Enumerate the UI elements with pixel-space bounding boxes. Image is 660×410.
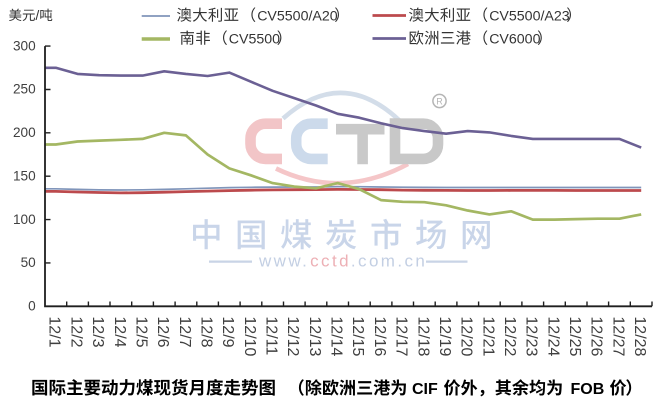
svg-text:www.: www. <box>258 252 309 271</box>
svg-text:12/23: 12/23 <box>523 316 540 356</box>
svg-text:CIF: CIF <box>412 381 438 398</box>
svg-text:12/17: 12/17 <box>393 316 410 356</box>
svg-text:0: 0 <box>28 299 36 314</box>
svg-text:12/8: 12/8 <box>198 316 215 347</box>
svg-text:12/14: 12/14 <box>328 316 345 356</box>
svg-text:12/6: 12/6 <box>154 316 171 347</box>
svg-text:12/5: 12/5 <box>133 316 150 347</box>
svg-text:.com.cn: .com.cn <box>351 252 427 271</box>
svg-text:12/13: 12/13 <box>306 316 323 356</box>
svg-text:12/24: 12/24 <box>544 316 561 356</box>
svg-text:CV5500/A20: CV5500/A20 <box>257 9 338 25</box>
svg-text:12/26: 12/26 <box>588 316 605 356</box>
svg-text:12/21: 12/21 <box>479 316 496 356</box>
svg-text:150: 150 <box>13 168 36 183</box>
svg-text:12/27: 12/27 <box>609 316 626 356</box>
svg-text:12/4: 12/4 <box>111 316 128 347</box>
svg-text:12/25: 12/25 <box>566 316 583 356</box>
svg-text:R: R <box>436 96 443 106</box>
svg-text:CV5500: CV5500 <box>229 32 280 48</box>
svg-text:/: / <box>36 8 40 23</box>
svg-text:12/19: 12/19 <box>436 316 453 356</box>
svg-text:12/15: 12/15 <box>349 316 366 356</box>
svg-text:300: 300 <box>13 38 36 53</box>
svg-text:12/9: 12/9 <box>219 316 236 347</box>
svg-text:cctd: cctd <box>310 252 351 271</box>
svg-text:12/7: 12/7 <box>176 316 193 347</box>
svg-text:12/1: 12/1 <box>46 316 63 347</box>
svg-text:12/28: 12/28 <box>631 316 648 356</box>
svg-text:12/16: 12/16 <box>371 316 388 356</box>
svg-text:12/11: 12/11 <box>263 316 280 355</box>
svg-text:200: 200 <box>13 125 36 140</box>
svg-text:12/10: 12/10 <box>241 316 258 356</box>
svg-text:50: 50 <box>21 255 37 270</box>
svg-text:250: 250 <box>13 82 36 97</box>
svg-text:12/18: 12/18 <box>414 316 431 356</box>
svg-text:FOB: FOB <box>571 381 605 398</box>
svg-text:12/2: 12/2 <box>67 316 84 347</box>
svg-text:100: 100 <box>13 212 36 227</box>
svg-text:12/22: 12/22 <box>501 316 518 356</box>
svg-text:CV5500/A23: CV5500/A23 <box>489 9 570 25</box>
svg-text:CV6000: CV6000 <box>489 32 540 48</box>
svg-text:12/20: 12/20 <box>458 316 475 356</box>
svg-text:12/12: 12/12 <box>284 316 301 356</box>
svg-text:12/3: 12/3 <box>89 316 106 347</box>
